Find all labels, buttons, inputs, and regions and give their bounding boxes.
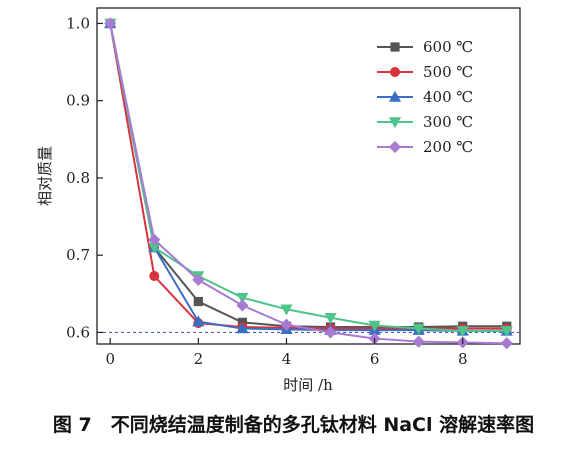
- data-point: [412, 323, 425, 335]
- legend-item: 300 ℃: [377, 113, 473, 131]
- y-tick-label: 0.8: [66, 169, 90, 187]
- y-tick-label: 1.0: [66, 14, 90, 32]
- data-point: [280, 304, 293, 316]
- data-point: [104, 17, 117, 30]
- x-tick-label: 2: [194, 350, 204, 368]
- legend-label: 200 ℃: [423, 138, 473, 156]
- data-point: [500, 326, 513, 338]
- legend: 600 ℃ 500 ℃ 400 ℃ 300 ℃ 200 ℃: [377, 38, 473, 156]
- legend-label: 600 ℃: [423, 38, 473, 56]
- data-point: [192, 315, 205, 327]
- y-tick-label: 0.9: [66, 92, 90, 110]
- data-point: [236, 292, 249, 304]
- data-point: [280, 318, 293, 331]
- data-point: [236, 299, 249, 312]
- data-point: [412, 335, 425, 348]
- data-point: [368, 320, 381, 332]
- legend-label: 500 ℃: [423, 63, 473, 81]
- x-tick-label: 4: [282, 350, 292, 368]
- data-point: [148, 233, 161, 246]
- legend-marker: [388, 117, 402, 129]
- legend-marker: [388, 140, 402, 154]
- gridless-plot-area: [96, 7, 521, 345]
- tick-layer: 0 2 4 6 8 0.6 0.7 0.8 0.9 1.0: [66, 14, 467, 368]
- x-tick-label: 8: [458, 350, 468, 368]
- legend-marker: [388, 90, 402, 102]
- series-layer: [104, 17, 513, 350]
- x-tick-label: 0: [105, 350, 115, 368]
- y-tick-label: 0.6: [66, 323, 90, 341]
- data-point: [500, 337, 513, 350]
- legend-label: 400 ℃: [423, 88, 473, 106]
- series-diamond: [104, 17, 513, 350]
- data-point: [193, 296, 203, 307]
- legend-marker: [390, 42, 400, 52]
- series-line: [109, 23, 507, 332]
- data-point: [456, 326, 469, 338]
- data-point: [192, 273, 205, 286]
- data-point: [236, 322, 249, 334]
- series-line: [109, 23, 507, 329]
- data-point: [149, 271, 160, 282]
- x-axis-label: 时间 /h: [283, 376, 333, 394]
- legend-item: 500 ℃: [377, 63, 473, 81]
- series-line: [109, 23, 507, 345]
- plot-frame: [96, 7, 521, 345]
- data-point: [324, 313, 337, 324]
- y-axis-label: 相对质量: [36, 146, 54, 206]
- legend-item: 200 ℃: [377, 138, 473, 156]
- y-tick-label: 0.7: [66, 246, 90, 264]
- x-tick-label: 6: [370, 350, 380, 368]
- figure-caption: 图 7 不同烧结温度制备的多孔钛材料 NaCl 溶解速率图: [52, 414, 535, 436]
- legend-item: 600 ℃: [377, 38, 473, 56]
- legend-item: 400 ℃: [377, 88, 473, 106]
- legend-label: 300 ℃: [423, 113, 473, 131]
- legend-marker: [389, 67, 400, 78]
- data-point: [324, 326, 337, 339]
